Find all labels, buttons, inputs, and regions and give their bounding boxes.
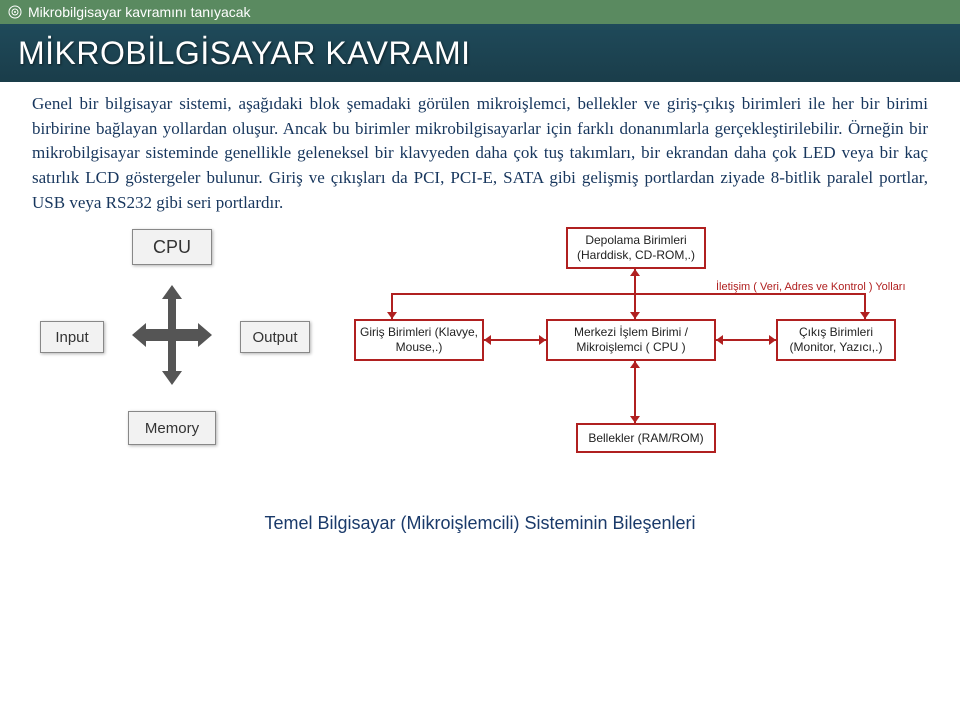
bus-label: İletişim ( Veri, Adres ve Kontrol ) Yoll… — [716, 281, 906, 293]
diagram-right: Depolama Birimleri (Harddisk, CD-ROM,.) … — [336, 223, 906, 473]
connector — [634, 361, 636, 423]
node-input: Input — [40, 321, 104, 353]
node-storage: Depolama Birimleri (Harddisk, CD-ROM,.) — [566, 227, 706, 269]
title-band: MİKROBİLGİSAYAR KAVRAMI — [0, 24, 960, 82]
footer-caption: Temel Bilgisayar (Mikroişlemcili) Sistem… — [0, 513, 960, 534]
page-title: MİKROBİLGİSAYAR KAVRAMI — [18, 35, 470, 72]
node-output: Output — [240, 321, 310, 353]
connector — [484, 339, 546, 341]
arrowhead-icon — [860, 312, 870, 319]
arrowhead-icon — [716, 335, 723, 345]
node-input-devices: Giriş Birimleri (Klavye, Mouse,.) — [354, 319, 484, 361]
node-cpu: CPU — [132, 229, 212, 265]
arrowhead-icon — [630, 269, 640, 276]
node-memory-ram-rom: Bellekler (RAM/ROM) — [576, 423, 716, 453]
node-output-devices: Çıkış Birimleri (Monitor, Yazıcı,.) — [776, 319, 896, 361]
connector — [391, 293, 866, 295]
arrowhead-icon — [630, 416, 640, 423]
arrowhead-icon — [769, 335, 776, 345]
diagram-left: CPU Input Output Memory — [32, 223, 312, 453]
arrowhead-icon — [630, 361, 640, 368]
node-cpu-central: Merkezi İşlem Birimi / Mikroişlemci ( CP… — [546, 319, 716, 361]
arrowhead-icon — [630, 312, 640, 319]
diagrams-row: CPU Input Output Memory Depolama Birimle… — [0, 223, 960, 473]
cross-arrows-icon — [132, 285, 212, 385]
breadcrumb-text: Mikrobilgisayar kavramını tanıyacak — [28, 4, 251, 20]
arrowhead-icon — [387, 312, 397, 319]
arrowhead-icon — [484, 335, 491, 345]
target-icon — [8, 5, 22, 19]
arrowhead-icon — [539, 335, 546, 345]
body-paragraph: Genel bir bilgisayar sistemi, aşağıdaki … — [0, 82, 960, 223]
breadcrumb-bar: Mikrobilgisayar kavramını tanıyacak — [0, 0, 960, 24]
connector — [716, 339, 776, 341]
node-memory: Memory — [128, 411, 216, 445]
